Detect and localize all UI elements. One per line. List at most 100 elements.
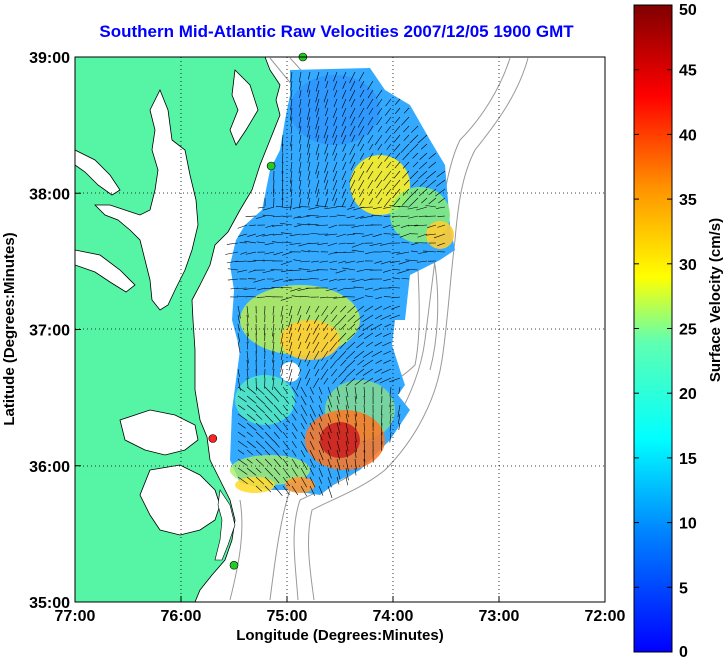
velocity-arrow bbox=[272, 350, 275, 363]
velocity-arrow bbox=[255, 413, 263, 420]
velocity-arrow bbox=[300, 422, 305, 430]
velocity-arrow bbox=[227, 268, 239, 271]
velocity-arrow bbox=[345, 467, 349, 481]
velocity-arrow bbox=[357, 359, 365, 366]
velocity-arrow bbox=[290, 107, 293, 121]
velocity-arrow bbox=[367, 170, 374, 180]
velocity-arrow bbox=[343, 251, 356, 253]
velocity-arrow bbox=[300, 467, 308, 479]
velocity-arrow bbox=[291, 440, 297, 449]
colorbar-tick-label: 30 bbox=[679, 257, 697, 274]
colorbar-tick-label: 35 bbox=[679, 192, 697, 209]
velocity-arrow bbox=[376, 98, 383, 107]
velocity-arrow bbox=[309, 413, 316, 425]
velocity-arrow bbox=[354, 467, 357, 476]
velocity-arrow bbox=[368, 107, 374, 115]
velocity-arrow bbox=[290, 287, 302, 292]
velocity-arrow bbox=[262, 214, 275, 217]
velocity-arrow bbox=[403, 125, 410, 133]
velocity-arrow bbox=[281, 152, 284, 163]
velocity-arrow bbox=[383, 170, 392, 181]
y-axis-label: Latitude (Degrees:Minutes) bbox=[1, 232, 18, 425]
velocity-arrow bbox=[389, 431, 392, 443]
velocity-arrow bbox=[313, 377, 320, 389]
velocity-arrow bbox=[321, 314, 329, 325]
velocity-arrow bbox=[264, 431, 275, 442]
velocity-arrow bbox=[357, 134, 365, 147]
velocity-arrow bbox=[308, 242, 320, 244]
velocity-arrow bbox=[291, 476, 297, 484]
velocity-arrow bbox=[345, 368, 356, 378]
velocity-arrow bbox=[288, 314, 293, 328]
velocity-arrow bbox=[389, 314, 401, 320]
velocity-arrow bbox=[315, 98, 320, 112]
velocity-arrow bbox=[336, 314, 347, 325]
velocity-arrow bbox=[437, 215, 446, 217]
velocity-arrow bbox=[325, 287, 338, 292]
velocity-arrow bbox=[297, 323, 302, 332]
velocity-arrow bbox=[237, 323, 240, 332]
velocity-arrow bbox=[435, 188, 446, 197]
velocity-arrow bbox=[272, 332, 275, 343]
velocity-arrow bbox=[306, 314, 311, 323]
velocity-arrow bbox=[400, 143, 410, 154]
velocity-arrow bbox=[349, 125, 356, 137]
velocity-arrow bbox=[307, 161, 311, 171]
velocity-arrow bbox=[365, 287, 374, 290]
velocity-arrow bbox=[356, 260, 365, 263]
velocity-arrow bbox=[299, 107, 302, 117]
velocity-arrow bbox=[409, 170, 419, 180]
velocity-arrow bbox=[371, 214, 383, 217]
velocity-arrow bbox=[383, 359, 392, 364]
velocity-arrow bbox=[436, 170, 446, 178]
velocity-arrow bbox=[300, 476, 308, 488]
velocity-arrow bbox=[324, 152, 329, 162]
velocity-arrow bbox=[340, 323, 347, 331]
x-axis-label: Longitude (Degrees:Minutes) bbox=[236, 627, 444, 644]
velocity-arrow bbox=[398, 386, 401, 395]
velocity-arrow bbox=[356, 341, 365, 349]
velocity-arrow bbox=[299, 278, 311, 280]
velocity-arrow bbox=[419, 179, 428, 187]
velocity-arrow bbox=[323, 377, 329, 385]
velocity-arrow bbox=[281, 188, 284, 201]
velocity-arrow bbox=[345, 413, 349, 423]
velocity-arrow bbox=[246, 296, 257, 298]
velocity-arrow bbox=[323, 323, 329, 332]
velocity-arrow bbox=[289, 350, 293, 358]
velocity-arrow bbox=[291, 395, 297, 403]
velocity-arrow bbox=[280, 350, 284, 360]
velocity-arrow bbox=[299, 152, 302, 162]
velocity-arrow bbox=[282, 449, 288, 457]
velocity-arrow bbox=[264, 386, 274, 397]
velocity-arrow bbox=[397, 205, 410, 208]
velocity-arrow bbox=[288, 332, 293, 343]
velocity-arrow bbox=[358, 107, 365, 118]
velocity-arrow bbox=[360, 161, 365, 169]
velocity-arrow bbox=[352, 233, 365, 235]
velocity-arrow bbox=[401, 116, 410, 126]
velocity-arrow bbox=[383, 179, 392, 190]
velocity-arrow bbox=[408, 215, 419, 219]
velocity-arrow bbox=[354, 422, 357, 431]
velocity-arrow bbox=[341, 134, 347, 144]
velocity-arrow bbox=[313, 359, 320, 370]
colorbar-ticks: 0 5 10 15 20 25 30 35 40 45 50 bbox=[634, 2, 697, 659]
velocity-arrow bbox=[307, 116, 311, 128]
velocity-arrow bbox=[331, 314, 338, 322]
velocity-arrow bbox=[389, 205, 401, 208]
velocity-arrow bbox=[330, 350, 338, 360]
velocity-arrow bbox=[381, 251, 392, 253]
velocity-arrow bbox=[301, 233, 311, 236]
velocity-arrow bbox=[370, 323, 383, 331]
velocity-arrow bbox=[354, 350, 365, 359]
velocity-arrow bbox=[403, 134, 410, 141]
velocity-arrow bbox=[288, 323, 293, 334]
velocity-arrow bbox=[342, 71, 347, 79]
velocity-arrow bbox=[418, 170, 428, 180]
velocity-arrow bbox=[298, 116, 302, 128]
velocity-arrow bbox=[246, 323, 249, 337]
velocity-arrow bbox=[264, 449, 271, 456]
velocity-arrow bbox=[393, 197, 401, 206]
velocity-arrow bbox=[375, 89, 383, 99]
